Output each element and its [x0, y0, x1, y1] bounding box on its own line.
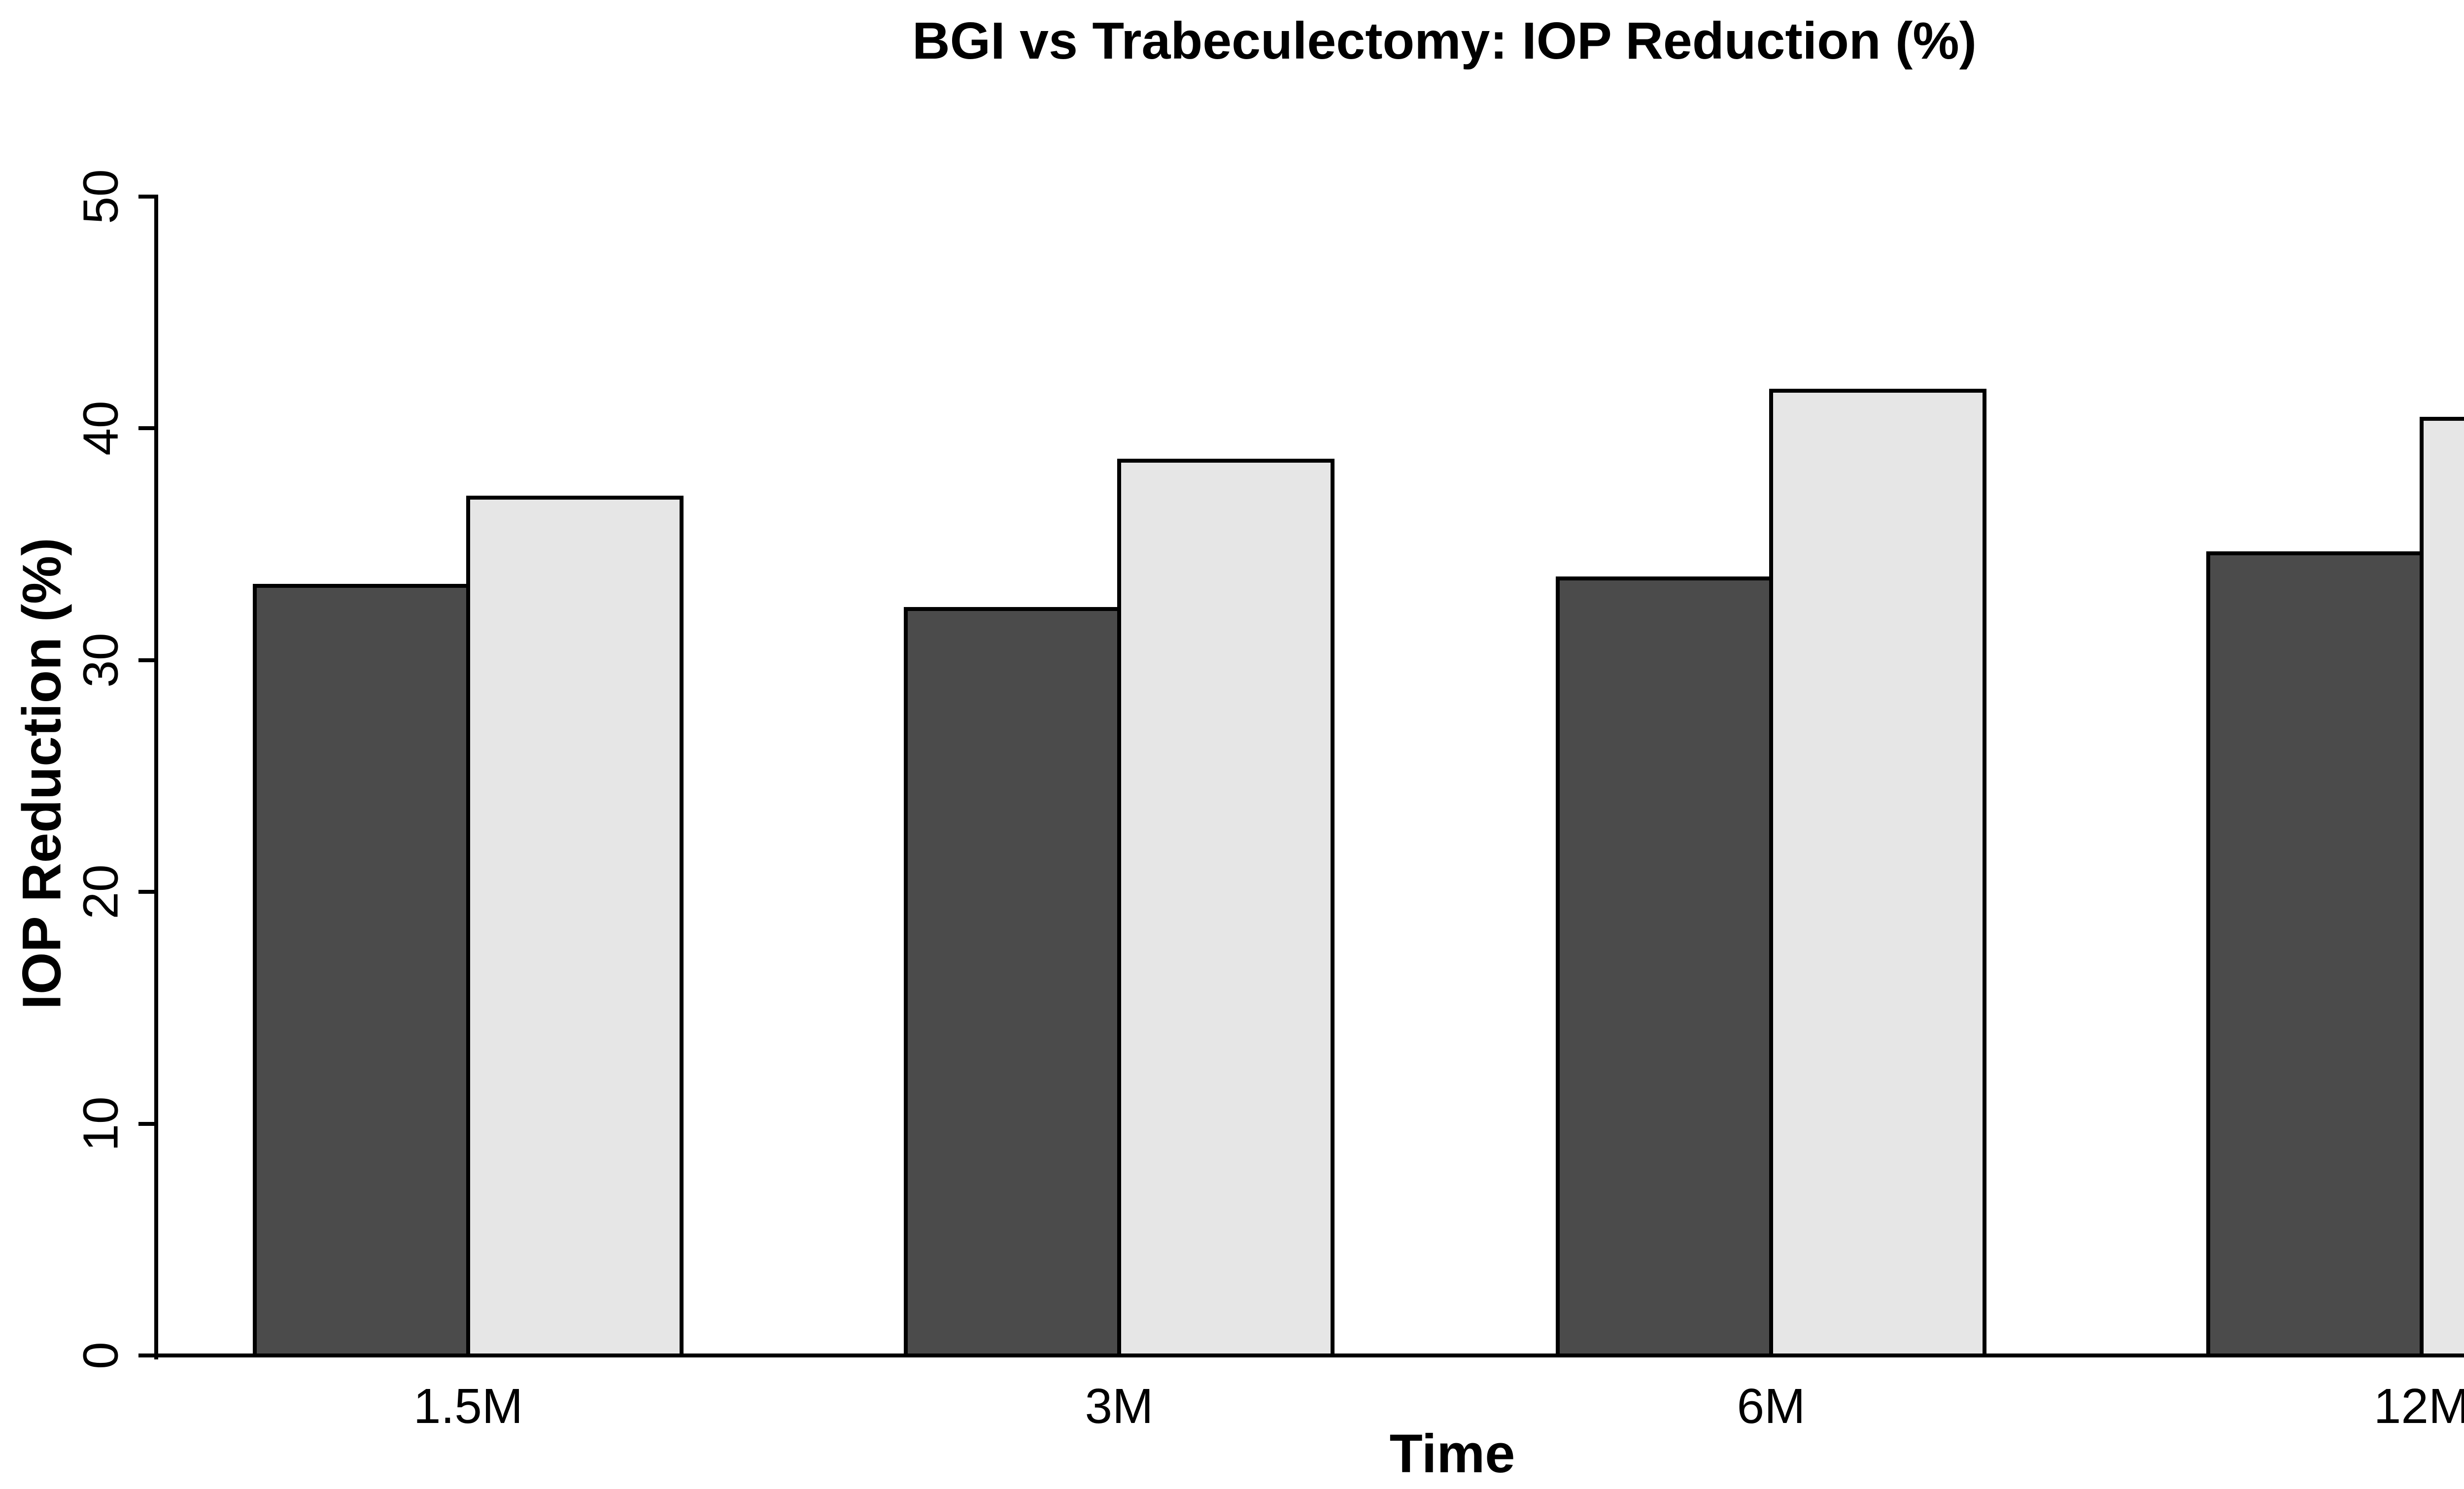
y-axis-title: IOP Reduction (%): [11, 538, 72, 1010]
bar-bgi-3m: [904, 607, 1121, 1357]
chart-title: BGI vs Trabeculectomy: IOP Reduction (%): [912, 12, 1977, 70]
y-tick: [138, 195, 156, 199]
y-tick: [138, 1121, 156, 1126]
x-tick-label: 3M: [1085, 1379, 1154, 1434]
y-tick: [138, 890, 156, 894]
bar-bgi-6m: [1556, 576, 1773, 1357]
y-tick-label: 50: [73, 169, 129, 224]
x-axis-title: Time: [1389, 1423, 1515, 1484]
x-tick-label: 6M: [1737, 1379, 1806, 1434]
y-tick: [138, 426, 156, 431]
x-tick-label: 12M: [2373, 1379, 2464, 1434]
x-tick-label: 1.5M: [413, 1379, 523, 1434]
y-tick-label: 10: [73, 1096, 129, 1151]
y-tick-label: 30: [73, 633, 129, 688]
y-tick: [138, 658, 156, 662]
y-tick-label: 0: [73, 1342, 129, 1369]
bar-bgi-1.5m: [253, 584, 470, 1357]
y-tick-label: 40: [73, 401, 129, 456]
y-axis-line: [154, 195, 158, 1359]
bar-bgi-12m: [2206, 551, 2424, 1357]
bar-trab-12m: [2420, 417, 2464, 1357]
y-tick: [138, 1354, 156, 1357]
bar-trab-1.5m: [466, 496, 684, 1357]
bar-trab-6m: [1769, 389, 1986, 1357]
bar-trab-3m: [1117, 459, 1335, 1357]
y-tick-label: 20: [73, 864, 129, 919]
